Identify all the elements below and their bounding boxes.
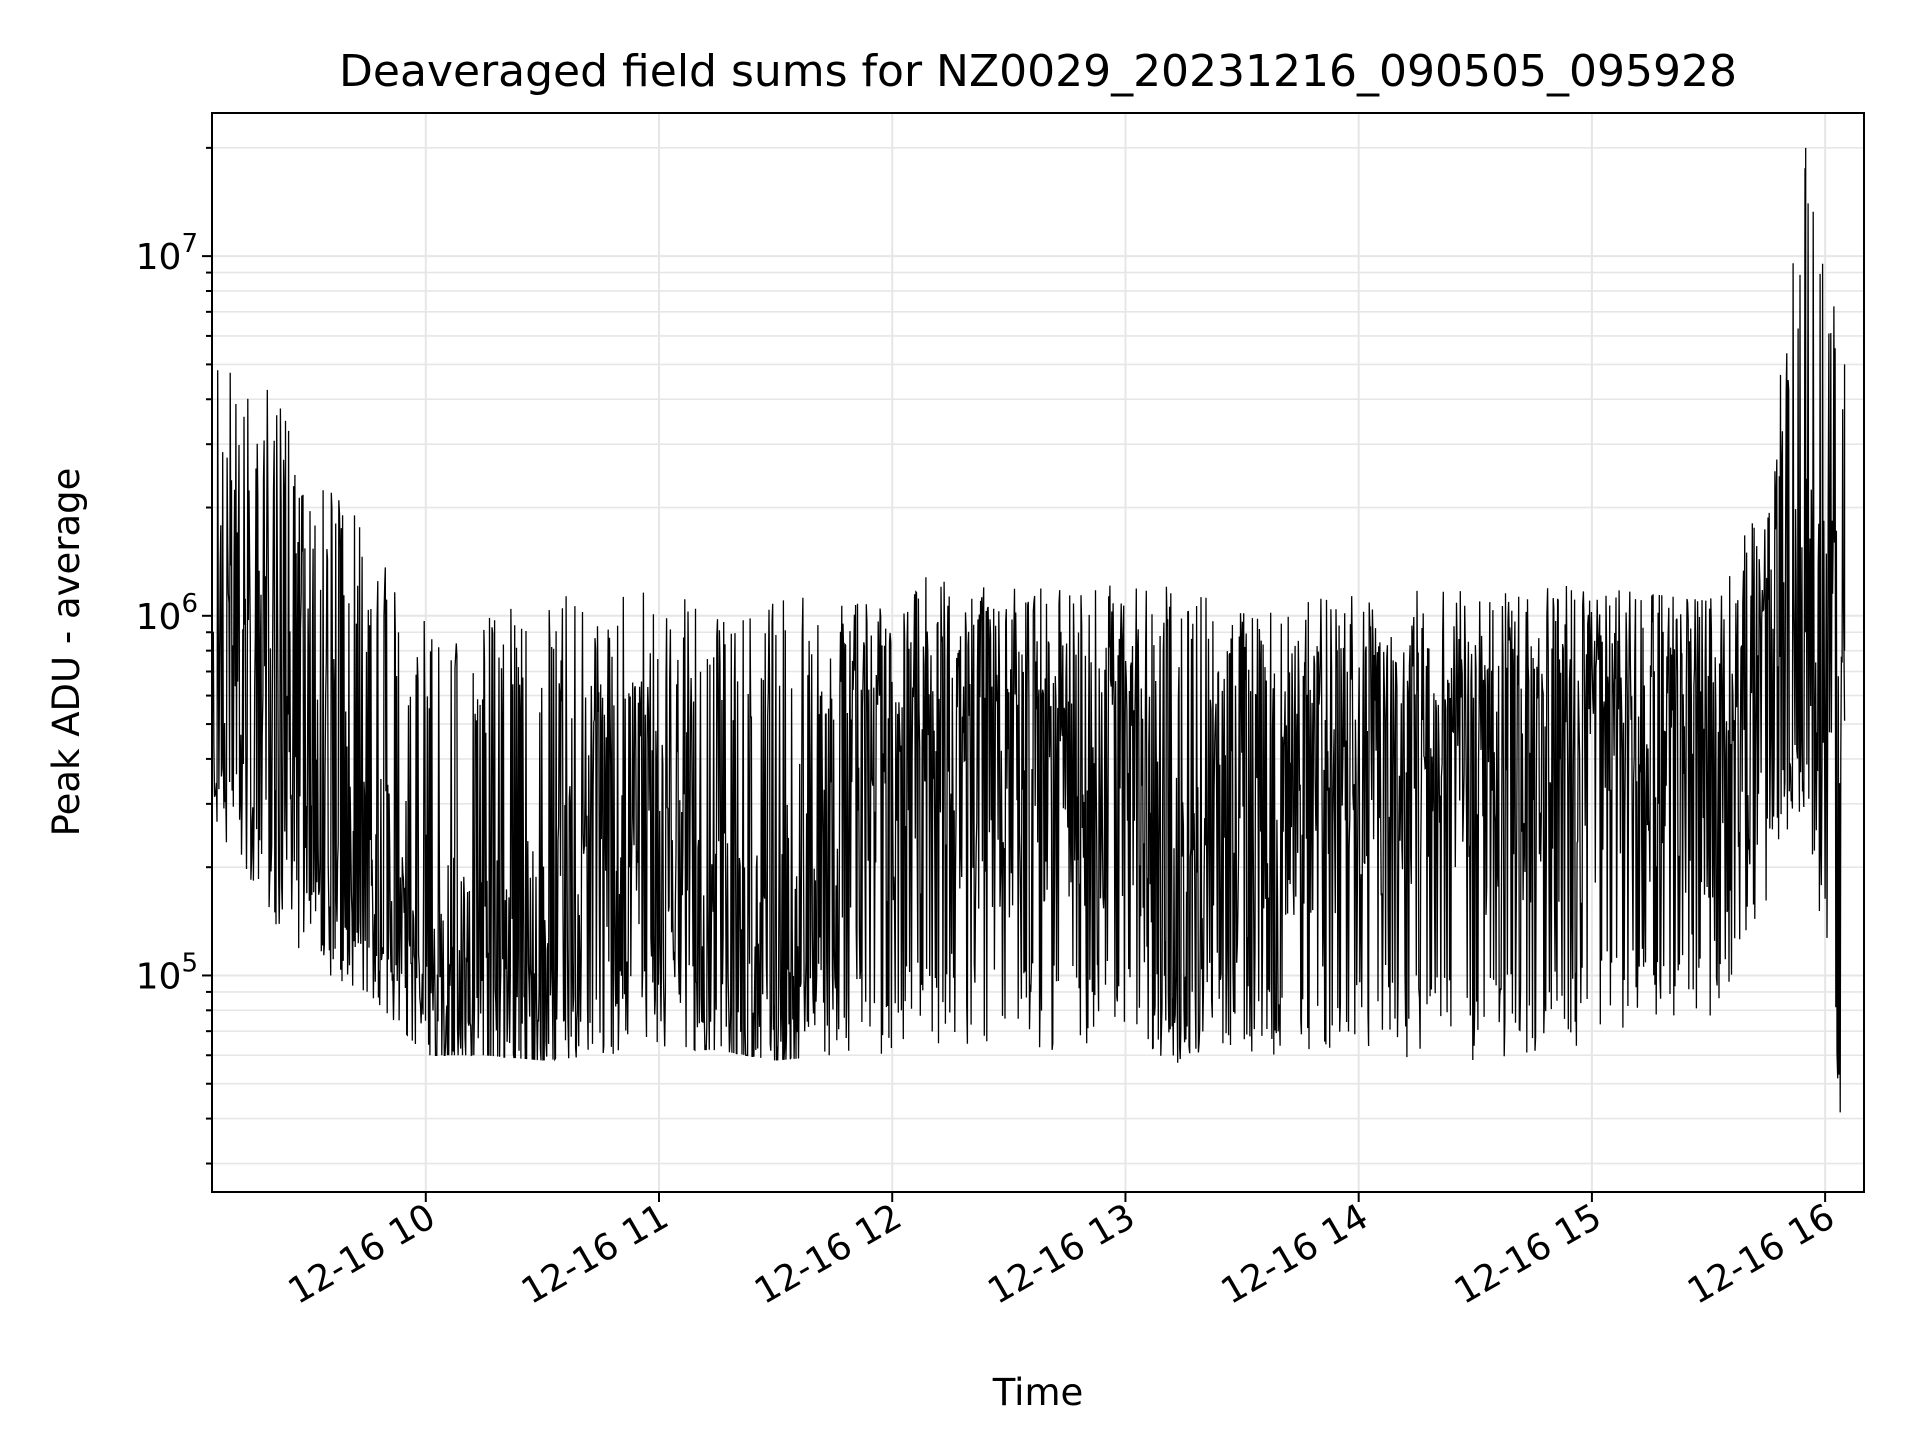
x-axis-label: Time	[992, 1371, 1084, 1414]
y-axis-label: Peak ADU - average	[45, 468, 88, 837]
plot-frame	[211, 112, 1865, 1193]
series-line	[211, 168, 1846, 1113]
y-tick-label-exponent: 7	[181, 229, 198, 259]
y-tick-label-exponent: 5	[181, 948, 198, 978]
y-tick-label-base: 10	[136, 597, 182, 638]
chart-title: Deaveraged field sums for NZ0029_2023121…	[339, 46, 1737, 97]
y-tick-label: 106	[136, 589, 198, 638]
y-tick-label-base: 10	[136, 956, 182, 997]
y-tick-label-exponent: 6	[181, 589, 198, 619]
y-tick-label: 107	[136, 229, 198, 278]
y-tick-label-base: 10	[136, 237, 182, 278]
y-tick-label: 105	[136, 948, 198, 997]
